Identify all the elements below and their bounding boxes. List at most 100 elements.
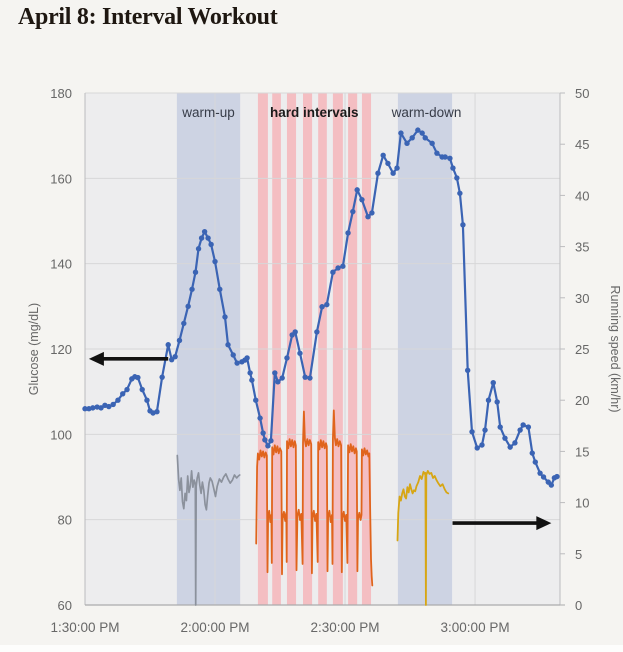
glucose-point xyxy=(189,286,195,292)
glucose-point xyxy=(512,440,518,446)
glucose-point xyxy=(419,130,425,136)
glucose-point xyxy=(450,165,456,171)
glucose-point xyxy=(447,155,453,161)
glucose-point xyxy=(110,401,116,408)
right-axis-tick-label: 40 xyxy=(575,188,589,203)
glucose-point xyxy=(398,130,404,136)
left-axis-tick-label: 100 xyxy=(50,427,72,442)
glucose-point xyxy=(135,374,141,381)
annotation-warm-up: warm-up xyxy=(181,105,235,120)
glucose-point xyxy=(262,437,268,443)
glucose-point xyxy=(120,391,126,397)
glucose-point xyxy=(415,127,421,133)
warmdown-speed-series xyxy=(396,469,450,606)
left-axis-tick-label: 120 xyxy=(50,342,72,357)
glucose-point xyxy=(253,397,259,403)
glucose-point xyxy=(208,241,214,248)
glucose-point xyxy=(394,165,400,171)
glucose-point xyxy=(198,235,205,241)
right-axis-tick-label: 50 xyxy=(575,86,589,101)
glucose-point xyxy=(247,370,253,376)
left-axis-tick-label: 60 xyxy=(58,598,72,613)
glucose-point xyxy=(284,355,290,361)
glucose-point xyxy=(279,375,285,381)
glucose-point xyxy=(268,438,274,444)
glucose-point xyxy=(181,320,187,327)
glucose-point xyxy=(201,228,208,235)
annotation-warm-down: warm-down xyxy=(391,105,462,120)
glucose-point xyxy=(257,415,263,421)
glucose-point xyxy=(490,380,496,386)
glucose-point xyxy=(195,246,202,252)
speed-axis-arrow-head xyxy=(536,516,552,531)
glucose-point xyxy=(350,208,356,215)
left-axis-tick-label: 140 xyxy=(50,257,72,272)
glucose-point xyxy=(404,140,410,147)
glucose-point xyxy=(139,386,145,393)
glucose-point xyxy=(507,444,513,450)
glucose-point xyxy=(502,435,508,441)
glucose-point xyxy=(172,353,178,360)
glucose-point xyxy=(217,286,223,292)
glucose-point xyxy=(265,443,271,449)
warmup-speed-series xyxy=(176,454,241,606)
glucose-point xyxy=(176,337,183,344)
right-axis-title: Running speed (km/hr) xyxy=(608,285,622,412)
glucose-point xyxy=(365,214,371,220)
glucose-point xyxy=(212,258,218,265)
bottom-strip xyxy=(0,645,623,652)
glucose-point xyxy=(302,374,308,380)
glucose-point xyxy=(454,175,460,181)
glucose-point xyxy=(369,210,375,216)
glucose-point xyxy=(335,265,341,271)
glucose-point xyxy=(537,470,543,476)
glucose-point xyxy=(345,230,351,236)
glucose-point xyxy=(532,459,538,465)
glucose-point xyxy=(548,482,555,488)
glucose-point xyxy=(82,406,88,412)
glucose-point xyxy=(185,303,191,310)
glucose-point xyxy=(359,196,365,203)
right-axis-tick-label: 30 xyxy=(575,291,589,306)
right-axis-tick-label: 15 xyxy=(575,444,589,459)
glucose-point xyxy=(260,430,266,436)
glucose-point xyxy=(409,135,415,141)
glucose-point xyxy=(460,222,466,228)
glucose-point xyxy=(225,342,231,348)
right-axis-tick-label: 20 xyxy=(575,393,589,408)
left-axis-tick-label: 80 xyxy=(58,513,72,528)
right-axis-tick-label: 5 xyxy=(575,547,582,562)
x-axis-tick-label: 1:30:00 PM xyxy=(50,620,119,635)
page-title: April 8: Interval Workout xyxy=(18,4,278,30)
glucose-point xyxy=(124,386,130,393)
glucose-point xyxy=(385,160,391,167)
glucose-point xyxy=(390,170,396,176)
glucose-point xyxy=(192,269,199,275)
glucose-point xyxy=(154,409,160,415)
x-axis-tick-label: 2:30:00 PM xyxy=(311,620,380,635)
right-axis-tick-label: 25 xyxy=(575,342,589,357)
glucose-point xyxy=(517,427,523,433)
left-axis-tick-label: 180 xyxy=(50,86,72,101)
glucose-point xyxy=(292,329,298,335)
glucose-point xyxy=(106,403,112,410)
glucose-point xyxy=(275,379,281,385)
glucose-point xyxy=(324,301,330,308)
right-axis-tick-label: 10 xyxy=(575,496,589,511)
glucose-point xyxy=(474,445,480,451)
glucose-axis-arrow-head xyxy=(88,351,104,366)
glucose-point xyxy=(429,140,435,147)
glucose-point xyxy=(314,329,320,335)
x-axis-tick-label: 2:00:00 PM xyxy=(180,620,249,635)
glucose-point xyxy=(90,405,96,411)
glucose-point xyxy=(330,269,336,275)
glucose-point xyxy=(434,150,440,156)
glucose-point xyxy=(494,399,500,405)
glucose-point xyxy=(375,170,381,176)
right-axis-tick-label: 45 xyxy=(575,137,589,152)
glucose-point xyxy=(482,427,488,433)
right-axis-tick-label: 0 xyxy=(575,598,582,613)
annotation-hard-intervals: hard intervals xyxy=(270,105,359,120)
glucose-point xyxy=(297,350,303,356)
glucose-point xyxy=(307,375,313,381)
